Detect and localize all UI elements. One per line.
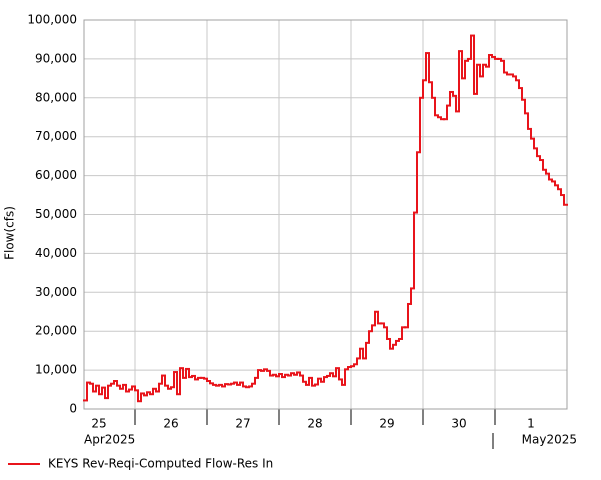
x-tick-label: 26 bbox=[163, 417, 178, 431]
y-tick-label: 80,000 bbox=[35, 90, 77, 104]
y-tick-label: 20,000 bbox=[35, 324, 77, 338]
month-label: Apr2025 bbox=[84, 433, 135, 447]
y-tick-label: 40,000 bbox=[35, 246, 77, 260]
x-tick-label: 28 bbox=[307, 417, 322, 431]
legend-label: KEYS Rev-Reqi-Computed Flow-Res In bbox=[48, 457, 273, 471]
x-tick-label: 27 bbox=[235, 417, 250, 431]
y-axis-label: Flow(cfs) bbox=[3, 206, 17, 260]
y-tick-label: 60,000 bbox=[35, 168, 77, 182]
x-tick-label: 30 bbox=[451, 417, 466, 431]
y-tick-label: 90,000 bbox=[35, 51, 77, 65]
plot-frame bbox=[83, 19, 568, 410]
y-tick-label: 10,000 bbox=[35, 363, 77, 377]
y-tick-label: 50,000 bbox=[35, 207, 77, 221]
y-tick-label: 0 bbox=[69, 402, 77, 416]
y-tick-label: 100,000 bbox=[27, 13, 77, 27]
x-tick-label: 25 bbox=[91, 417, 106, 431]
x-tick-label: 1 bbox=[527, 417, 535, 431]
y-tick-label: 70,000 bbox=[35, 129, 77, 143]
x-tick-label: 29 bbox=[379, 417, 394, 431]
y-tick-label: 30,000 bbox=[35, 285, 77, 299]
month-label: May2025 bbox=[522, 433, 577, 447]
